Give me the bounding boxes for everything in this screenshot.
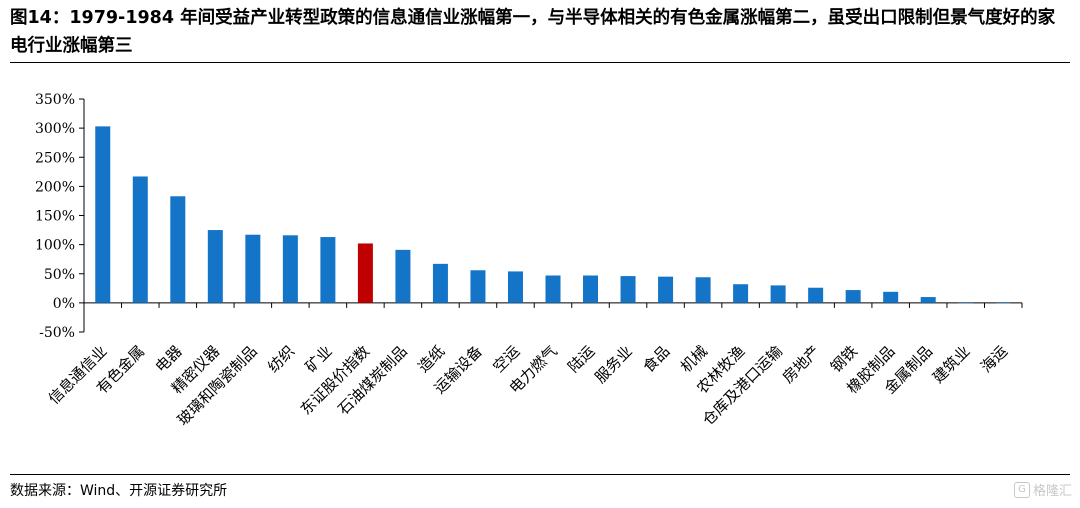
- x-category-label: 食品: [639, 342, 673, 376]
- bar: [320, 237, 336, 303]
- bar: [132, 176, 148, 303]
- bar: [170, 196, 186, 303]
- bar: [470, 270, 486, 303]
- watermark-text: 格隆汇: [1032, 484, 1072, 499]
- title-area: 图14：1979-1984 年间受益产业转型政策的信息通信业涨幅第一，与半导体相…: [10, 4, 1070, 60]
- y-tick-label: 250%: [35, 150, 75, 166]
- bar: [282, 235, 298, 303]
- y-tick-label: 0%: [53, 296, 75, 312]
- bar: [658, 276, 674, 303]
- y-tick-label: -50%: [39, 325, 75, 341]
- watermark: G 格隆汇: [1013, 480, 1072, 499]
- x-category-label: 建筑业: [929, 342, 974, 387]
- bar: [545, 275, 561, 303]
- x-category-label: 纺织: [264, 342, 298, 376]
- bar: [507, 271, 523, 303]
- bar: [207, 230, 223, 303]
- x-category-label: 海运: [977, 342, 1011, 376]
- top-rule: [10, 62, 1070, 63]
- bar: [883, 291, 899, 303]
- y-tick-label: 200%: [35, 179, 75, 195]
- bar: [958, 302, 974, 304]
- bar: [245, 234, 261, 303]
- bar: [920, 297, 936, 303]
- y-tick-label: 350%: [35, 92, 75, 108]
- y-tick-label: 50%: [44, 267, 75, 283]
- bar: [995, 302, 1011, 304]
- bar: [808, 287, 824, 303]
- x-category-label: 房地产: [779, 342, 824, 387]
- source-note: 数据来源：Wind、开源证券研究所: [10, 483, 228, 499]
- bar: [845, 290, 861, 303]
- x-category-label: 信息通信业: [45, 342, 111, 408]
- bar: [770, 285, 786, 303]
- bottom-rule: [10, 474, 1070, 475]
- y-tick-label: 300%: [35, 121, 75, 137]
- bar: [620, 276, 636, 303]
- y-tick-label: 100%: [35, 238, 75, 254]
- x-category-label: 服务业: [591, 342, 636, 387]
- y-tick-label: 150%: [35, 209, 75, 225]
- bar: [733, 284, 749, 303]
- figure-title: 图14：1979-1984 年间受益产业转型政策的信息通信业涨幅第一，与半导体相…: [10, 8, 1056, 56]
- bar: [395, 249, 411, 303]
- bar: [583, 275, 599, 303]
- bar: [357, 243, 373, 303]
- watermark-logo-icon: G: [1013, 481, 1030, 498]
- bar-chart: -50%0%50%100%150%200%250%300%350%信息通信业有色…: [35, 92, 1023, 429]
- bar: [695, 277, 711, 303]
- bar: [95, 126, 111, 303]
- bar: [432, 263, 448, 303]
